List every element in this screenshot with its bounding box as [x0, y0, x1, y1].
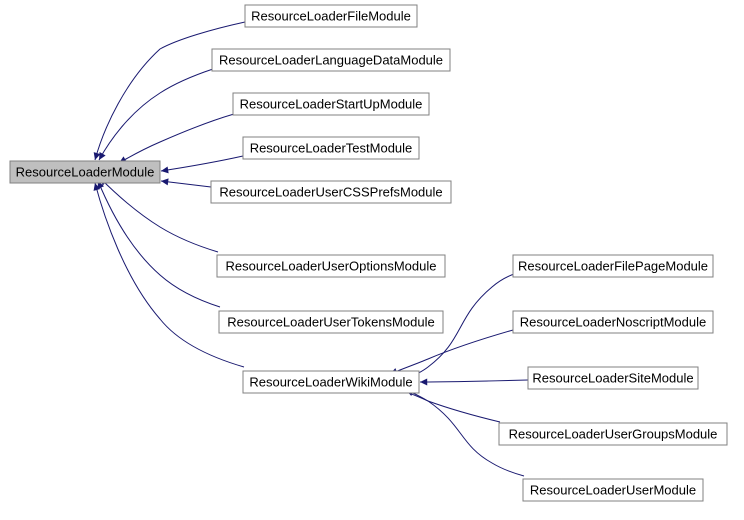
inheritance-edge — [420, 379, 528, 386]
class-node-label: ResourceLoaderTestModule — [250, 140, 413, 155]
class-node-label: ResourceLoaderUserModule — [530, 482, 696, 497]
class-node-file[interactable]: ResourceLoaderFileModule — [245, 5, 417, 27]
class-node-cssprefs[interactable]: ResourceLoaderUserCSSPrefsModule — [211, 181, 451, 203]
class-node-wiki[interactable]: ResourceLoaderWikiModule — [243, 371, 419, 393]
class-node-site[interactable]: ResourceLoaderSiteModule — [528, 367, 698, 389]
class-node-label: ResourceLoaderModule — [16, 164, 155, 179]
inheritance-edge — [119, 114, 234, 163]
class-node-filepage[interactable]: ResourceLoaderFilePageModule — [513, 255, 713, 277]
class-node-label: ResourceLoaderStartUpModule — [240, 96, 423, 111]
inheritance-edge — [161, 156, 243, 173]
class-node-label: ResourceLoaderWikiModule — [249, 374, 412, 389]
class-node-label: ResourceLoaderUserTokensModule — [227, 314, 434, 329]
class-node-usertokens[interactable]: ResourceLoaderUserTokensModule — [219, 311, 443, 333]
inheritance-edge — [100, 178, 218, 252]
class-node-test[interactable]: ResourceLoaderTestModule — [243, 137, 419, 159]
inheritance-arrowhead-icon — [161, 178, 169, 185]
class-inheritance-diagram: ResourceLoaderModule ResourceLoaderFileMo… — [0, 0, 744, 520]
class-node-user[interactable]: ResourceLoaderUserModule — [523, 479, 703, 501]
class-node-label: ResourceLoaderUserOptionsModule — [225, 258, 436, 273]
class-node-label: ResourceLoaderLanguageDataModule — [219, 52, 443, 67]
class-node-label: ResourceLoaderUserGroupsModule — [509, 426, 718, 441]
inheritance-arrowhead-icon — [161, 166, 169, 173]
inheritance-edge — [390, 330, 513, 375]
class-node-label: ResourceLoaderUserCSSPrefsModule — [219, 184, 442, 199]
class-node-label: ResourceLoaderFileModule — [251, 8, 411, 23]
inheritance-edge — [94, 22, 245, 160]
class-node-label: ResourceLoaderSiteModule — [532, 370, 693, 385]
class-node-noscript[interactable]: ResourceLoaderNoscriptModule — [513, 311, 713, 333]
class-node-root[interactable]: ResourceLoaderModule — [10, 161, 160, 183]
inheritance-arrowhead-icon — [420, 379, 427, 386]
class-node-lang[interactable]: ResourceLoaderLanguageDataModule — [212, 49, 450, 71]
inheritance-edge — [161, 178, 211, 187]
inheritance-edge — [99, 69, 213, 160]
class-node-label: ResourceLoaderFilePageModule — [518, 258, 708, 273]
class-node-usergroups[interactable]: ResourceLoaderUserGroupsModule — [499, 423, 727, 445]
class-node-startup[interactable]: ResourceLoaderStartUpModule — [233, 93, 429, 115]
class-node-useropts[interactable]: ResourceLoaderUserOptionsModule — [217, 255, 445, 277]
class-node-label: ResourceLoaderNoscriptModule — [520, 314, 706, 329]
